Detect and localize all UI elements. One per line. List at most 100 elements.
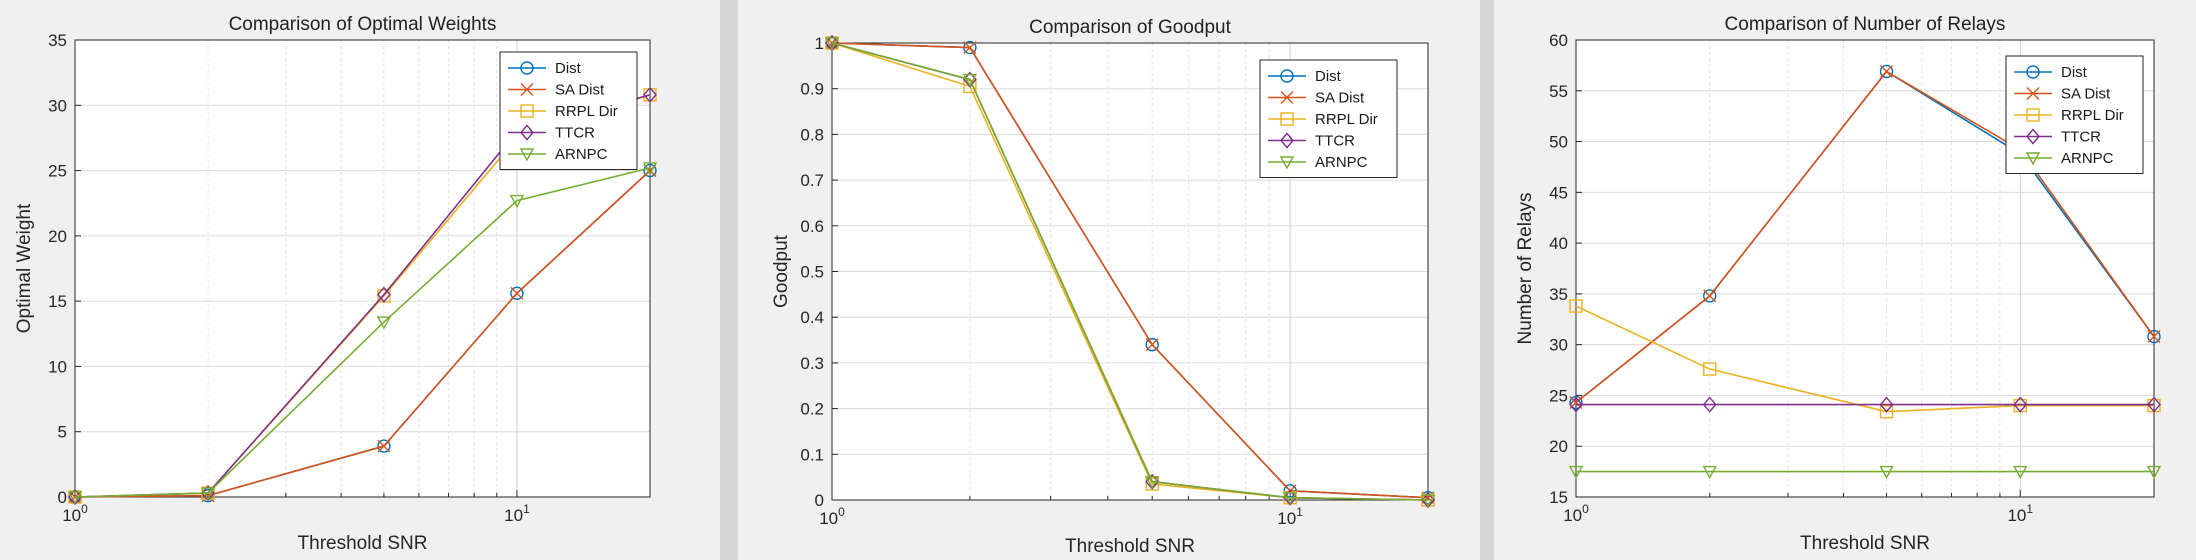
y-axis-label: Goodput <box>771 234 792 308</box>
data-point-ttcr <box>1569 396 1583 413</box>
legend-entry-rrpl-dir: RRPL Dir <box>1315 111 1378 128</box>
y-tick-label: 0.9 <box>800 80 824 99</box>
legend-marker-ttcr <box>2026 128 2040 145</box>
y-tick-label: 60 <box>1549 31 1568 50</box>
legend-marker-arnpc <box>1279 156 1295 170</box>
y-tick-label: 20 <box>48 227 67 246</box>
data-point-arnpc <box>1145 476 1160 490</box>
legend-entry-sa-dist: SA Dist <box>2061 86 2111 103</box>
chart-panel-optimal-weights: 0 5 10 15 20 25 30 35 100 101 Comparison of Optima… <box>0 0 720 560</box>
y-tick-label: 10 <box>48 357 67 376</box>
y-tick-label: 40 <box>1549 234 1568 253</box>
data-point-arnpc <box>824 37 840 51</box>
chart-title: Comparison of Goodput <box>1029 17 1231 38</box>
y-tick-label: 0.4 <box>800 308 824 327</box>
data-point-rrpl-dir <box>1145 477 1159 491</box>
legend-entry-arnpc: ARNPC <box>555 146 608 163</box>
chart-goodput: 0 0.1 0.2 0.3 0.4 0.5 0.6 0.7 0.8 0.9 1 100 101 Compa… <box>771 17 1436 557</box>
legend-entry-ttcr: TTCR <box>1315 133 1355 150</box>
x-tick-label: 100 <box>62 502 88 525</box>
data-point-dist <box>643 163 657 178</box>
legend-entry-dist: Dist <box>1315 68 1342 85</box>
series-line-arnpc <box>831 42 1429 501</box>
data-point-arnpc <box>1568 465 1584 480</box>
background-window-strip-2 <box>1480 0 1494 560</box>
legend-marker-arnpc <box>519 148 535 162</box>
legend-marker-ttcr <box>520 124 534 141</box>
data-point-dist <box>1879 64 1894 79</box>
legend: Dist SA Dist RRPL Dir TTCR ARNPC <box>1259 59 1398 178</box>
series-sa-dist <box>68 164 657 504</box>
legend-marker-dist <box>520 61 534 75</box>
data-point-ttcr <box>643 86 657 103</box>
data-point-arnpc <box>67 491 83 505</box>
x-tick-label: 101 <box>2007 502 2033 525</box>
data-point-arnpc <box>962 73 978 88</box>
axes-box <box>74 39 651 498</box>
y-tick-label: 0.3 <box>800 354 824 373</box>
data-point-rrpl-dir <box>1569 299 1583 313</box>
data-point-dist <box>1703 289 1717 303</box>
y-tick-label: 55 <box>1549 82 1568 101</box>
legend-entry-ttcr: TTCR <box>555 125 595 142</box>
y-tick-label: 5 <box>58 423 67 442</box>
data-point-arnpc <box>2013 465 2028 480</box>
y-tick-label: 0 <box>58 488 67 507</box>
axes-box <box>1575 39 2155 498</box>
y-tick-label: 30 <box>1549 336 1568 355</box>
x-tick-label: 100 <box>819 505 845 528</box>
legend-entry-rrpl-dir: RRPL Dir <box>555 103 618 120</box>
legend-marker-arnpc <box>2025 152 2041 166</box>
x-axis-label: Threshold SNR <box>1800 533 1930 554</box>
y-tick-label: 25 <box>48 162 67 181</box>
y-tick-label: 45 <box>1549 183 1568 202</box>
legend-marker-rrpl-dir <box>1280 112 1294 126</box>
legend-entry-ttcr: TTCR <box>2061 129 2101 146</box>
chart-panel-number-of-relays: 15 20 25 30 35 40 45 50 55 60 100 101 Comparison of … <box>1494 0 2196 560</box>
legend-marker-dist <box>1280 69 1294 83</box>
legend-marker-rrpl-dir <box>2026 108 2040 122</box>
y-tick-label: 15 <box>1549 488 1568 507</box>
y-tick-label: 25 <box>1549 386 1568 405</box>
x-axis-label: Threshold SNR <box>1065 536 1195 557</box>
data-point-ttcr <box>1879 396 1894 413</box>
chart-title: Comparison of Optimal Weights <box>229 14 497 35</box>
data-point-arnpc <box>1879 465 1894 480</box>
data-point-arnpc <box>1420 494 1436 508</box>
legend-entry-dist: Dist <box>555 60 582 77</box>
data-point-ttcr <box>1702 396 1717 413</box>
legend-entry-dist: Dist <box>2061 64 2088 81</box>
x-tick-label: 100 <box>1563 502 1589 525</box>
legend-entry-sa-dist: SA Dist <box>555 82 605 99</box>
y-axis-label: Optimal Weight <box>14 203 35 333</box>
series-line-arnpc <box>74 167 651 498</box>
legend: Dist SA Dist RRPL Dir TTCR ARNPC <box>499 51 638 170</box>
data-point-rrpl-dir <box>1703 362 1717 376</box>
x-tick-label: 101 <box>504 502 530 525</box>
data-point-arnpc <box>1702 465 1717 480</box>
legend-entry-rrpl-dir: RRPL Dir <box>2061 107 2124 124</box>
y-tick-label: 30 <box>48 96 67 115</box>
y-tick-label: 50 <box>1549 133 1568 152</box>
data-point-sa-dist <box>510 286 524 300</box>
legend-marker-ttcr <box>1280 132 1294 149</box>
background-window-strip <box>720 0 738 560</box>
data-point-arnpc <box>200 487 216 501</box>
y-tick-label: 0 <box>815 491 824 510</box>
data-point-sa-dist <box>1145 338 1159 352</box>
data-point-ttcr <box>2147 396 2161 413</box>
data-point-dist <box>510 286 524 301</box>
y-tick-label: 0.2 <box>800 400 824 419</box>
series-ttcr <box>1569 396 2161 413</box>
data-point-arnpc <box>509 194 525 209</box>
legend-entry-arnpc: ARNPC <box>2061 150 2114 167</box>
y-tick-label: 15 <box>48 292 67 311</box>
data-point-sa-dist <box>2147 330 2161 344</box>
y-tick-label: 20 <box>1549 437 1568 456</box>
data-point-arnpc <box>642 162 658 176</box>
legend: Dist SA Dist RRPL Dir TTCR ARNPC <box>2005 55 2144 174</box>
data-point-dist <box>2147 329 2161 344</box>
data-point-ttcr <box>376 286 391 303</box>
legend-entry-sa-dist: SA Dist <box>1315 90 1365 107</box>
data-point-sa-dist <box>377 439 391 453</box>
